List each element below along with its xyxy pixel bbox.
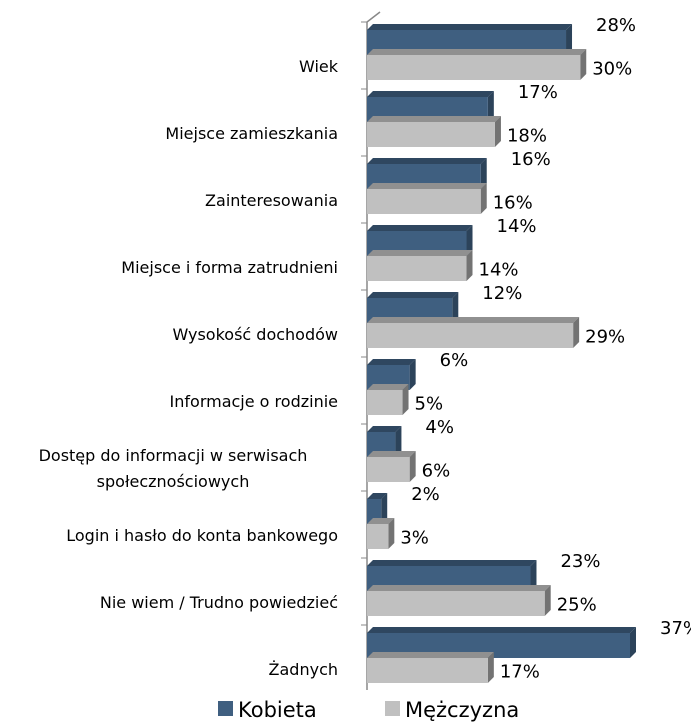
bar-side bbox=[487, 652, 494, 683]
bar-side bbox=[530, 560, 537, 591]
value-label: 2% bbox=[411, 484, 440, 505]
category-label: Wysokość dochodów bbox=[0, 322, 338, 348]
bar-side bbox=[480, 158, 487, 189]
category-text: Zainteresowania bbox=[205, 191, 338, 210]
bar-top bbox=[367, 359, 416, 365]
category-label: Dostęp do informacji w serwisach społecz… bbox=[0, 443, 338, 495]
value-label: 14% bbox=[497, 216, 537, 237]
bar-side bbox=[388, 518, 395, 549]
bar-top bbox=[367, 518, 395, 524]
bar bbox=[367, 323, 574, 348]
bar-top bbox=[367, 493, 388, 499]
bar-side bbox=[409, 359, 416, 390]
bar-side bbox=[630, 627, 636, 658]
category-text: Informacje o rodzinie bbox=[169, 392, 338, 411]
value-label: 30% bbox=[592, 59, 632, 80]
category-text: Wysokość dochodów bbox=[172, 325, 338, 344]
category-label: Żadnych bbox=[0, 657, 338, 683]
bar-side bbox=[466, 225, 473, 256]
bar bbox=[367, 658, 488, 683]
category-label: Zainteresowania bbox=[0, 188, 338, 214]
value-label: 18% bbox=[507, 126, 547, 147]
category-text: Nie wiem / Trudno powiedzieć bbox=[99, 593, 338, 612]
bar-top bbox=[367, 250, 473, 256]
category-text: Miejsce i forma zatrudnieni bbox=[121, 258, 338, 277]
bar bbox=[367, 499, 382, 524]
bar-top bbox=[367, 225, 473, 231]
value-label: 16% bbox=[511, 149, 551, 170]
category-label: Miejsce i forma zatrudnieni bbox=[0, 255, 338, 281]
bar-side bbox=[381, 493, 388, 524]
bar-top bbox=[367, 183, 487, 189]
bar-side bbox=[395, 426, 402, 457]
bar bbox=[367, 189, 481, 214]
bar-side bbox=[566, 24, 573, 55]
value-label: 16% bbox=[493, 193, 533, 214]
category-text: Wiek bbox=[298, 57, 338, 76]
category-text: Żadnych bbox=[268, 660, 338, 679]
value-label: 28% bbox=[596, 15, 636, 36]
bar bbox=[367, 524, 389, 549]
bar-top bbox=[367, 627, 636, 633]
bar-side bbox=[544, 585, 551, 616]
value-label: 3% bbox=[400, 528, 429, 549]
value-label: 23% bbox=[560, 551, 600, 572]
bar-side bbox=[573, 317, 580, 348]
value-label: 5% bbox=[415, 394, 444, 415]
legend-swatch bbox=[218, 701, 233, 716]
bar-top bbox=[367, 585, 551, 591]
bar-top bbox=[367, 292, 459, 298]
bar-top bbox=[367, 560, 537, 566]
category-label: Nie wiem / Trudno powiedzieć bbox=[0, 590, 338, 616]
legend-label: Kobieta bbox=[238, 698, 317, 722]
bar bbox=[367, 122, 495, 147]
value-label: 6% bbox=[440, 350, 469, 371]
bar-top bbox=[367, 91, 494, 97]
legend-swatch bbox=[385, 701, 400, 716]
category-label: Login i hasło do konta bankowego bbox=[0, 523, 338, 549]
value-label: 25% bbox=[557, 595, 597, 616]
bar bbox=[367, 591, 545, 616]
bar bbox=[367, 256, 467, 281]
value-label: 17% bbox=[518, 82, 558, 103]
bar-top bbox=[367, 116, 501, 122]
bar-top bbox=[367, 652, 494, 658]
bar bbox=[367, 55, 581, 80]
bar bbox=[367, 390, 403, 415]
bar-top bbox=[367, 317, 580, 323]
category-text: Miejsce zamieszkania bbox=[165, 124, 338, 143]
bar-side bbox=[466, 250, 473, 281]
bar-side bbox=[480, 183, 487, 214]
bar-side bbox=[580, 49, 587, 80]
legend-label: Mężczyzna bbox=[405, 698, 519, 722]
bar-side bbox=[452, 292, 459, 323]
value-label: 6% bbox=[422, 461, 451, 482]
bar-side bbox=[494, 116, 501, 147]
value-label: 37% bbox=[660, 618, 691, 639]
category-label: Wiek bbox=[0, 54, 338, 80]
category-label: Informacje o rodzinie bbox=[0, 389, 338, 415]
value-label: 12% bbox=[482, 283, 522, 304]
bar-top bbox=[367, 24, 573, 30]
value-label: 4% bbox=[425, 417, 454, 438]
value-label: 17% bbox=[500, 662, 540, 683]
bar-side bbox=[487, 91, 494, 122]
bar-top bbox=[367, 158, 487, 164]
bar-side bbox=[409, 451, 416, 482]
bar-side bbox=[402, 384, 409, 415]
category-text: Login i hasło do konta bankowego bbox=[66, 526, 338, 545]
value-label: 14% bbox=[479, 260, 519, 281]
bar-top bbox=[367, 426, 402, 432]
bar-top bbox=[367, 451, 416, 457]
bar-top bbox=[367, 384, 409, 390]
bar-top bbox=[367, 49, 587, 55]
category-text: Dostęp do informacji w serwisach społecz… bbox=[38, 446, 308, 491]
bar bbox=[367, 457, 410, 482]
category-label: Miejsce zamieszkania bbox=[0, 121, 338, 147]
value-label: 29% bbox=[585, 327, 625, 348]
